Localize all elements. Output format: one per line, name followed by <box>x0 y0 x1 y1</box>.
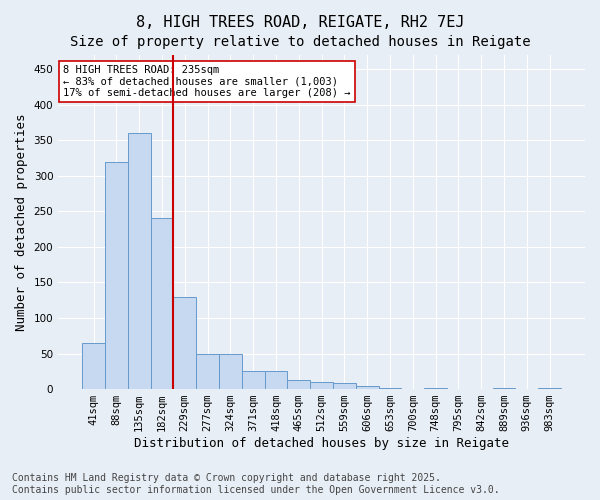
Bar <box>333 384 356 389</box>
Text: Contains HM Land Registry data © Crown copyright and database right 2025.
Contai: Contains HM Land Registry data © Crown c… <box>12 474 500 495</box>
Y-axis label: Number of detached properties: Number of detached properties <box>15 114 28 331</box>
Bar <box>151 218 173 389</box>
Bar <box>356 386 379 389</box>
Bar <box>310 382 333 389</box>
Bar <box>424 388 447 389</box>
Bar <box>379 388 401 389</box>
Bar <box>242 372 265 389</box>
X-axis label: Distribution of detached houses by size in Reigate: Distribution of detached houses by size … <box>134 437 509 450</box>
Bar <box>196 354 219 389</box>
Bar <box>128 133 151 389</box>
Bar <box>287 380 310 389</box>
Bar <box>219 354 242 389</box>
Text: 8 HIGH TREES ROAD: 235sqm
← 83% of detached houses are smaller (1,003)
17% of se: 8 HIGH TREES ROAD: 235sqm ← 83% of detac… <box>64 65 351 98</box>
Text: Size of property relative to detached houses in Reigate: Size of property relative to detached ho… <box>70 35 530 49</box>
Bar <box>105 162 128 389</box>
Bar <box>82 343 105 389</box>
Bar <box>538 388 561 389</box>
Text: 8, HIGH TREES ROAD, REIGATE, RH2 7EJ: 8, HIGH TREES ROAD, REIGATE, RH2 7EJ <box>136 15 464 30</box>
Bar <box>265 372 287 389</box>
Bar <box>493 388 515 389</box>
Bar <box>173 296 196 389</box>
